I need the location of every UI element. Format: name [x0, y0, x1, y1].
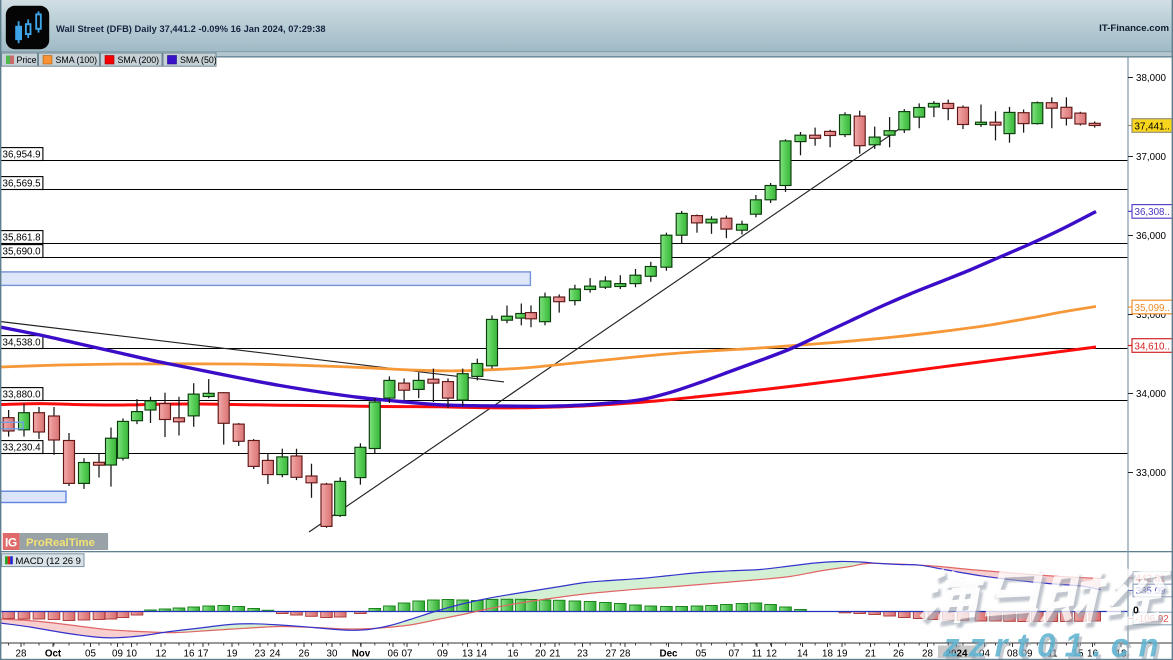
svg-text:09: 09 — [1022, 649, 1033, 660]
svg-text:19: 19 — [837, 649, 848, 660]
svg-text:21: 21 — [865, 649, 876, 660]
svg-text:16: 16 — [508, 649, 519, 660]
svg-text:SMA (50): SMA (50) — [180, 55, 217, 65]
svg-text:37,441..: 37,441.. — [1135, 121, 1170, 132]
svg-text:05: 05 — [696, 649, 707, 660]
svg-text:Price: Price — [17, 55, 37, 65]
svg-text:36,000: 36,000 — [1136, 231, 1167, 242]
svg-text:21: 21 — [550, 649, 561, 660]
svg-text:33,880.0: 33,880.0 — [3, 389, 42, 400]
svg-text:06: 06 — [388, 649, 399, 660]
svg-text:20: 20 — [535, 649, 546, 660]
svg-text:34,610..: 34,610.. — [1135, 341, 1170, 352]
svg-text:37,000: 37,000 — [1136, 152, 1167, 163]
svg-text:11: 11 — [752, 649, 762, 660]
svg-text:Nov: Nov — [352, 649, 371, 660]
svg-text:36,569.5: 36,569.5 — [3, 178, 42, 189]
svg-text:36,308..: 36,308.. — [1135, 207, 1170, 218]
svg-text:10: 10 — [126, 649, 137, 660]
svg-text:23: 23 — [255, 649, 266, 660]
svg-text:35,861.8: 35,861.8 — [3, 232, 42, 243]
svg-text:26: 26 — [299, 649, 310, 660]
svg-text:08: 08 — [1007, 649, 1018, 660]
svg-text:Oct: Oct — [45, 649, 62, 660]
svg-text:14: 14 — [476, 649, 487, 660]
svg-text:0: 0 — [1133, 605, 1139, 617]
svg-text:07: 07 — [729, 649, 740, 660]
svg-text:15: 15 — [1073, 649, 1084, 660]
svg-text:38,000: 38,000 — [1136, 73, 1167, 84]
svg-text:28: 28 — [922, 649, 933, 660]
svg-text:33,000: 33,000 — [1136, 468, 1167, 479]
svg-text:14: 14 — [797, 649, 808, 660]
svg-text:35,000: 35,000 — [1136, 310, 1167, 321]
svg-text:35,099..: 35,099.. — [1135, 303, 1170, 314]
svg-text:SMA (100): SMA (100) — [56, 55, 98, 65]
svg-text:09: 09 — [437, 649, 448, 660]
svg-text:MACD (12 26 9: MACD (12 26 9 — [16, 556, 81, 567]
svg-text:Wall Street (DFB) Daily 37,441: Wall Street (DFB) Daily 37,441.2 -0.09% … — [56, 24, 326, 34]
svg-text:04: 04 — [979, 649, 990, 660]
svg-text:Dec: Dec — [660, 649, 679, 660]
svg-text:SMA (200): SMA (200) — [118, 55, 160, 65]
svg-text:24: 24 — [270, 649, 281, 660]
svg-text:34,000: 34,000 — [1136, 389, 1167, 400]
svg-text:11: 11 — [1047, 649, 1057, 660]
svg-text:16: 16 — [184, 649, 195, 660]
svg-text:18: 18 — [1116, 649, 1127, 660]
svg-text:26: 26 — [893, 649, 904, 660]
svg-text:05: 05 — [85, 649, 96, 660]
svg-text:30: 30 — [327, 649, 338, 660]
svg-text:IT-Finance.com: IT-Finance.com — [1099, 23, 1169, 34]
svg-text:335.09: 335.09 — [1136, 586, 1166, 597]
svg-text:28: 28 — [16, 649, 27, 660]
svg-text:28: 28 — [620, 649, 631, 660]
svg-text:2024: 2024 — [946, 649, 968, 660]
svg-text:zzrt01.cn: zzrt01.cn — [945, 629, 1171, 660]
svg-text:36,954.9: 36,954.9 — [3, 149, 41, 160]
svg-text:13: 13 — [462, 649, 473, 660]
svg-text:17: 17 — [198, 649, 209, 660]
svg-text:33,230.4: 33,230.4 — [3, 442, 42, 453]
svg-text:09: 09 — [112, 649, 123, 660]
svg-text:27: 27 — [606, 649, 617, 660]
svg-text:zzrt01.cn: zzrt01.cn — [942, 627, 1168, 660]
svg-text:07: 07 — [402, 649, 413, 660]
svg-text:34,538.0: 34,538.0 — [3, 337, 42, 348]
svg-text:12: 12 — [766, 649, 777, 660]
svg-text:ProRealTime: ProRealTime — [26, 537, 95, 549]
svg-text:35,690.0: 35,690.0 — [3, 246, 42, 257]
svg-text:12: 12 — [156, 649, 167, 660]
svg-text:19: 19 — [227, 649, 238, 660]
svg-text:18: 18 — [822, 649, 833, 660]
svg-text:23: 23 — [577, 649, 588, 660]
svg-text:IG: IG — [5, 536, 17, 550]
svg-text:16: 16 — [1087, 649, 1098, 660]
